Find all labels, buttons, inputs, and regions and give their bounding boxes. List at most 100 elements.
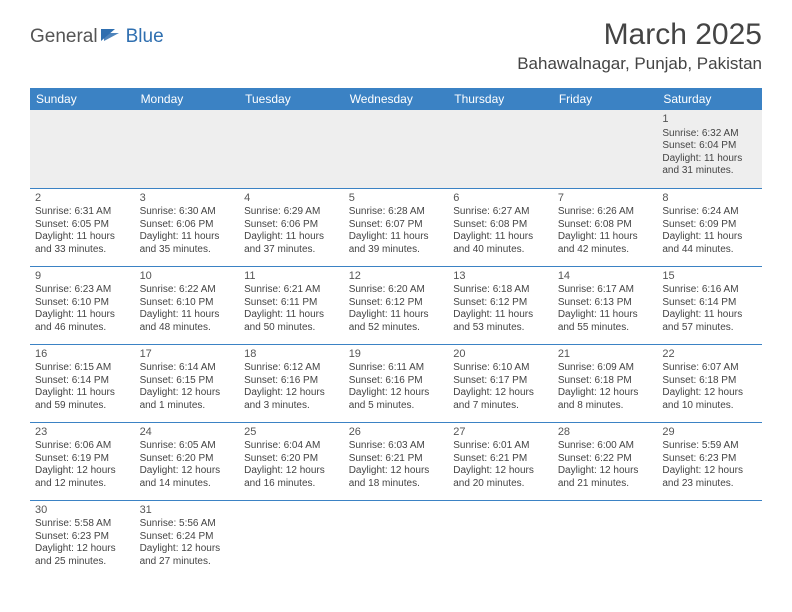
sunrise-text: Sunrise: 6:20 AM — [349, 284, 444, 297]
sunset-text: Sunset: 6:12 PM — [349, 297, 444, 310]
sunrise-text: Sunrise: 6:14 AM — [140, 362, 235, 375]
location-text: Bahawalnagar, Punjab, Pakistan — [517, 54, 762, 74]
day-number: 17 — [140, 348, 235, 362]
sunset-text: Sunset: 6:18 PM — [558, 375, 653, 388]
calendar-day: 1Sunrise: 6:32 AMSunset: 6:04 PMDaylight… — [657, 110, 762, 188]
day-number: 10 — [140, 270, 235, 284]
calendar-day: 6Sunrise: 6:27 AMSunset: 6:08 PMDaylight… — [448, 188, 553, 266]
sunset-text: Sunset: 6:22 PM — [558, 453, 653, 466]
sunrise-text: Sunrise: 6:04 AM — [244, 440, 339, 453]
day-number: 11 — [244, 270, 339, 284]
calendar-day: 12Sunrise: 6:20 AMSunset: 6:12 PMDayligh… — [344, 266, 449, 344]
day-number: 25 — [244, 426, 339, 440]
sunrise-text: Sunrise: 6:03 AM — [349, 440, 444, 453]
calendar-day: 28Sunrise: 6:00 AMSunset: 6:22 PMDayligh… — [553, 422, 658, 500]
daylight-text: Daylight: 11 hours and 44 minutes. — [662, 231, 757, 256]
calendar-week: 1Sunrise: 6:32 AMSunset: 6:04 PMDaylight… — [30, 110, 762, 188]
sunset-text: Sunset: 6:21 PM — [453, 453, 548, 466]
calendar-day: 22Sunrise: 6:07 AMSunset: 6:18 PMDayligh… — [657, 344, 762, 422]
daylight-text: Daylight: 12 hours and 18 minutes. — [349, 465, 444, 490]
sunset-text: Sunset: 6:24 PM — [140, 531, 235, 544]
daylight-text: Daylight: 12 hours and 20 minutes. — [453, 465, 548, 490]
day-number: 19 — [349, 348, 444, 362]
day-header: Wednesday — [344, 88, 449, 110]
calendar-empty — [553, 110, 658, 188]
daylight-text: Daylight: 12 hours and 1 minutes. — [140, 387, 235, 412]
daylight-text: Daylight: 11 hours and 50 minutes. — [244, 309, 339, 334]
sunset-text: Sunset: 6:21 PM — [349, 453, 444, 466]
sunrise-text: Sunrise: 6:22 AM — [140, 284, 235, 297]
day-number: 24 — [140, 426, 235, 440]
calendar-body: 1Sunrise: 6:32 AMSunset: 6:04 PMDaylight… — [30, 110, 762, 578]
sunset-text: Sunset: 6:23 PM — [35, 531, 130, 544]
day-number: 6 — [453, 192, 548, 206]
brand-part1: General — [30, 26, 98, 48]
header: General Blue March 2025 Bahawalnagar, Pu… — [0, 0, 792, 80]
sunset-text: Sunset: 6:10 PM — [140, 297, 235, 310]
sunset-text: Sunset: 6:15 PM — [140, 375, 235, 388]
calendar-day: 4Sunrise: 6:29 AMSunset: 6:06 PMDaylight… — [239, 188, 344, 266]
day-header: Sunday — [30, 88, 135, 110]
sunrise-text: Sunrise: 6:12 AM — [244, 362, 339, 375]
page-title: March 2025 — [517, 18, 762, 52]
calendar-day: 18Sunrise: 6:12 AMSunset: 6:16 PMDayligh… — [239, 344, 344, 422]
daylight-text: Daylight: 11 hours and 40 minutes. — [453, 231, 548, 256]
daylight-text: Daylight: 12 hours and 12 minutes. — [35, 465, 130, 490]
sunset-text: Sunset: 6:08 PM — [558, 219, 653, 232]
sunrise-text: Sunrise: 6:01 AM — [453, 440, 548, 453]
day-number: 7 — [558, 192, 653, 206]
sunrise-text: Sunrise: 6:05 AM — [140, 440, 235, 453]
day-number: 21 — [558, 348, 653, 362]
sunrise-text: Sunrise: 6:18 AM — [453, 284, 548, 297]
sunrise-text: Sunrise: 5:58 AM — [35, 518, 130, 531]
calendar-day: 25Sunrise: 6:04 AMSunset: 6:20 PMDayligh… — [239, 422, 344, 500]
calendar-day: 17Sunrise: 6:14 AMSunset: 6:15 PMDayligh… — [135, 344, 240, 422]
calendar-week: 30Sunrise: 5:58 AMSunset: 6:23 PMDayligh… — [30, 500, 762, 578]
day-header: Saturday — [657, 88, 762, 110]
calendar-day: 29Sunrise: 5:59 AMSunset: 6:23 PMDayligh… — [657, 422, 762, 500]
day-number: 26 — [349, 426, 444, 440]
sunset-text: Sunset: 6:06 PM — [244, 219, 339, 232]
calendar-day: 9Sunrise: 6:23 AMSunset: 6:10 PMDaylight… — [30, 266, 135, 344]
sunrise-text: Sunrise: 6:29 AM — [244, 206, 339, 219]
day-number: 15 — [662, 270, 757, 284]
day-number: 4 — [244, 192, 339, 206]
sunrise-text: Sunrise: 6:30 AM — [140, 206, 235, 219]
calendar-empty — [657, 500, 762, 578]
sunrise-text: Sunrise: 6:11 AM — [349, 362, 444, 375]
sunset-text: Sunset: 6:14 PM — [662, 297, 757, 310]
sunset-text: Sunset: 6:13 PM — [558, 297, 653, 310]
daylight-text: Daylight: 12 hours and 23 minutes. — [662, 465, 757, 490]
daylight-text: Daylight: 11 hours and 55 minutes. — [558, 309, 653, 334]
sunset-text: Sunset: 6:16 PM — [349, 375, 444, 388]
calendar-day: 19Sunrise: 6:11 AMSunset: 6:16 PMDayligh… — [344, 344, 449, 422]
daylight-text: Daylight: 12 hours and 21 minutes. — [558, 465, 653, 490]
day-number: 8 — [662, 192, 757, 206]
sunset-text: Sunset: 6:10 PM — [35, 297, 130, 310]
day-number: 22 — [662, 348, 757, 362]
day-number: 2 — [35, 192, 130, 206]
daylight-text: Daylight: 12 hours and 10 minutes. — [662, 387, 757, 412]
sunrise-text: Sunrise: 6:26 AM — [558, 206, 653, 219]
sunset-text: Sunset: 6:06 PM — [140, 219, 235, 232]
sunset-text: Sunset: 6:14 PM — [35, 375, 130, 388]
sunrise-text: Sunrise: 6:31 AM — [35, 206, 130, 219]
sunset-text: Sunset: 6:20 PM — [244, 453, 339, 466]
day-number: 16 — [35, 348, 130, 362]
daylight-text: Daylight: 11 hours and 48 minutes. — [140, 309, 235, 334]
sunset-text: Sunset: 6:11 PM — [244, 297, 339, 310]
calendar-day: 13Sunrise: 6:18 AMSunset: 6:12 PMDayligh… — [448, 266, 553, 344]
daylight-text: Daylight: 11 hours and 57 minutes. — [662, 309, 757, 334]
calendar-day: 7Sunrise: 6:26 AMSunset: 6:08 PMDaylight… — [553, 188, 658, 266]
calendar-day: 15Sunrise: 6:16 AMSunset: 6:14 PMDayligh… — [657, 266, 762, 344]
day-number: 12 — [349, 270, 444, 284]
sunset-text: Sunset: 6:19 PM — [35, 453, 130, 466]
daylight-text: Daylight: 11 hours and 31 minutes. — [662, 153, 757, 178]
day-number: 13 — [453, 270, 548, 284]
day-number: 23 — [35, 426, 130, 440]
calendar-empty — [553, 500, 658, 578]
sunrise-text: Sunrise: 6:32 AM — [662, 128, 757, 141]
daylight-text: Daylight: 11 hours and 53 minutes. — [453, 309, 548, 334]
sunrise-text: Sunrise: 5:56 AM — [140, 518, 235, 531]
calendar-day: 8Sunrise: 6:24 AMSunset: 6:09 PMDaylight… — [657, 188, 762, 266]
